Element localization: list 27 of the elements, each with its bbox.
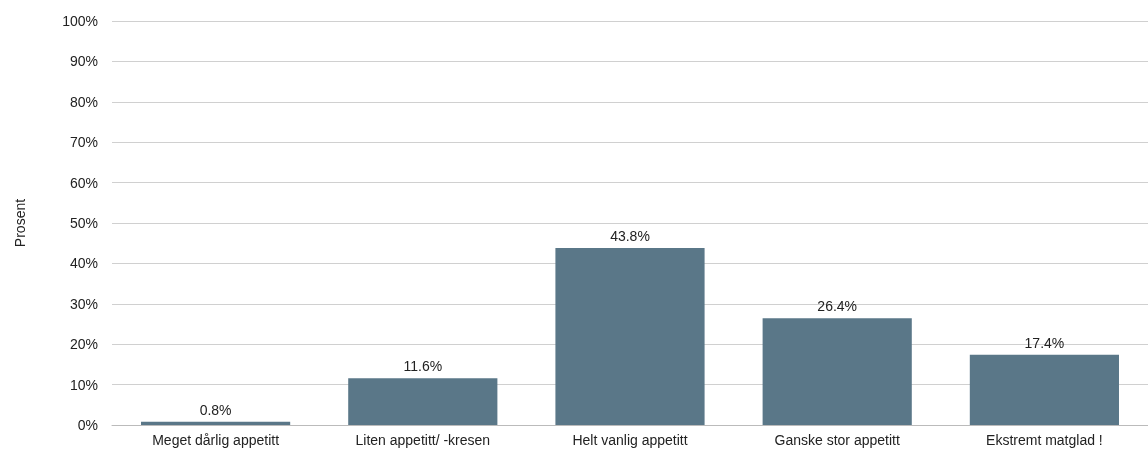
data-label: 0.8%: [199, 401, 232, 418]
x-tick-label: Helt vanlig appetitt: [572, 432, 688, 448]
y-tick-label: 50%: [69, 215, 98, 231]
y-tick-label: 40%: [69, 255, 98, 272]
data-label: 11.6%: [403, 358, 443, 375]
bar: [348, 378, 498, 425]
x-tick-label: Ganske stor appetitt: [774, 432, 900, 448]
y-tick-label: 20%: [69, 336, 98, 353]
x-tick-label: Liten appetitt/ -kresen: [355, 432, 491, 448]
y-tick-label: 70%: [69, 134, 98, 151]
bar: [762, 318, 912, 425]
bar: [969, 354, 1119, 425]
y-tick-label: 100%: [62, 13, 98, 29]
x-tick-label: Ekstremt matglad !: [986, 432, 1103, 448]
y-tick-label: 30%: [69, 295, 98, 312]
y-tick-label: 0%: [77, 417, 98, 433]
data-label: 17.4%: [1024, 334, 1065, 351]
bar: [141, 421, 291, 425]
bar: [555, 248, 705, 425]
y-tick-label: 10%: [69, 376, 98, 393]
y-tick-label: 80%: [69, 93, 98, 110]
y-tick-label: 60%: [69, 174, 98, 191]
data-label: 26.4%: [817, 298, 858, 315]
y-axis-title: Prosent: [12, 198, 28, 248]
data-label: 43.8%: [610, 228, 650, 245]
y-tick-label: 90%: [69, 53, 98, 70]
x-tick-label: Meget dårlig appetitt: [152, 432, 280, 448]
